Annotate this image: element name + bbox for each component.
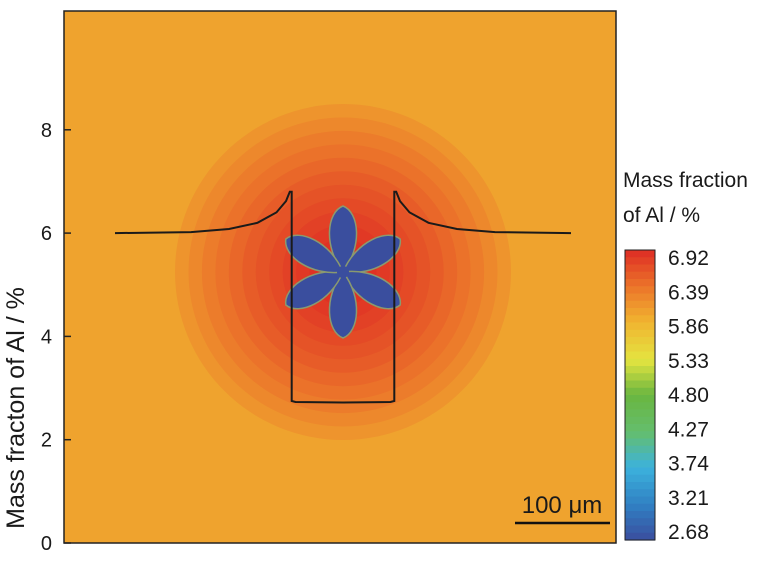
colorbar-band	[625, 387, 655, 396]
colorbar-band	[625, 257, 655, 266]
colorbar-band	[625, 351, 655, 360]
colorbar-band	[625, 518, 655, 527]
colorbar-band	[625, 460, 655, 469]
colorbar-band	[625, 424, 655, 432]
colorbar-band	[625, 496, 655, 505]
colorbar-tick-label: 3.21	[668, 487, 709, 510]
y-tick-label: 6	[41, 223, 52, 245]
colorbar-band	[625, 322, 655, 331]
colorbar-band	[625, 264, 655, 273]
colorbar-band	[625, 489, 655, 498]
dendrite-petal	[341, 234, 401, 274]
dendrite-petal	[341, 270, 401, 310]
colorbar-tick-label: 6.92	[668, 247, 709, 270]
colorbar-band	[625, 358, 655, 367]
dendrite-shape	[285, 205, 401, 339]
colorbar-band	[625, 467, 655, 476]
y-tick-label: 2	[41, 430, 52, 452]
colorbar-band	[625, 395, 655, 403]
colorbar-band	[625, 416, 655, 425]
colorbar-frame	[624, 249, 656, 541]
colorbar-band	[625, 431, 655, 440]
colorbar-tick-label: 5.33	[668, 350, 709, 373]
colorbar: Mass fraction of Al / % 6.92 6.39 5.86 5.33…	[623, 169, 748, 544]
y-axis-title: Mass fracton of Al / %	[2, 287, 30, 529]
colorbar-band	[625, 380, 655, 389]
scale-bar: 100 μm	[515, 492, 610, 525]
colorbar-band	[625, 293, 655, 302]
colorbar-band	[625, 300, 655, 309]
colorbar-band	[625, 525, 655, 534]
colorbar-tick-label: 3.74	[668, 453, 709, 476]
y-tick-label: 0	[41, 533, 52, 555]
dendrite-core	[337, 266, 349, 278]
profile-line	[114, 190, 572, 404]
colorbar-band	[625, 366, 655, 374]
dendrite-petal	[328, 270, 358, 339]
plot-frame	[63, 10, 617, 544]
colorbar-band	[625, 344, 655, 353]
colorbar-band	[625, 308, 655, 316]
colorbar-band	[625, 250, 655, 258]
dendrite-petal	[285, 270, 345, 310]
colorbar-band	[625, 271, 655, 280]
colorbar-band	[625, 337, 655, 345]
scale-bar-label: 100 μm	[522, 492, 603, 519]
colorbar-band	[625, 329, 655, 338]
colorbar-band	[625, 453, 655, 461]
colorbar-tick-label: 4.27	[668, 418, 709, 441]
colorbar-band	[625, 402, 655, 411]
colorbar-tick-label: 4.80	[668, 384, 709, 407]
colorbar-title-line2: of Al / %	[623, 204, 700, 227]
dendrite-petal	[328, 205, 358, 274]
colorbar-bands	[625, 250, 655, 541]
colorbar-band	[625, 511, 655, 519]
colorbar-band	[625, 482, 655, 490]
colorbar-band	[625, 532, 655, 541]
colorbar-band	[625, 279, 655, 287]
colorbar-band	[625, 286, 655, 295]
colorbar-band	[625, 445, 655, 454]
colorbar-tick-label: 5.86	[668, 316, 709, 339]
colorbar-tick-label: 6.39	[668, 281, 709, 304]
colorbar-band	[625, 474, 655, 483]
y-tick-label: 8	[41, 120, 52, 142]
y-tick-label: 4	[41, 326, 52, 348]
colorbar-band	[625, 438, 655, 447]
colorbar-title-line1: Mass fraction	[623, 169, 748, 192]
heatmap-field	[64, 11, 616, 543]
colorbar-tick-label: 2.68	[668, 521, 709, 544]
colorbar-band	[625, 503, 655, 512]
colorbar-band	[625, 373, 655, 382]
colorbar-band	[625, 315, 655, 324]
dendrite-petal	[285, 234, 345, 274]
colorbar-band	[625, 409, 655, 418]
y-axis: 0 2 4 6 8	[41, 120, 71, 555]
colorbar-tick-labels: 6.92 6.39 5.86 5.33 4.80 4.27 3.74 3.21 2.68	[668, 247, 709, 544]
